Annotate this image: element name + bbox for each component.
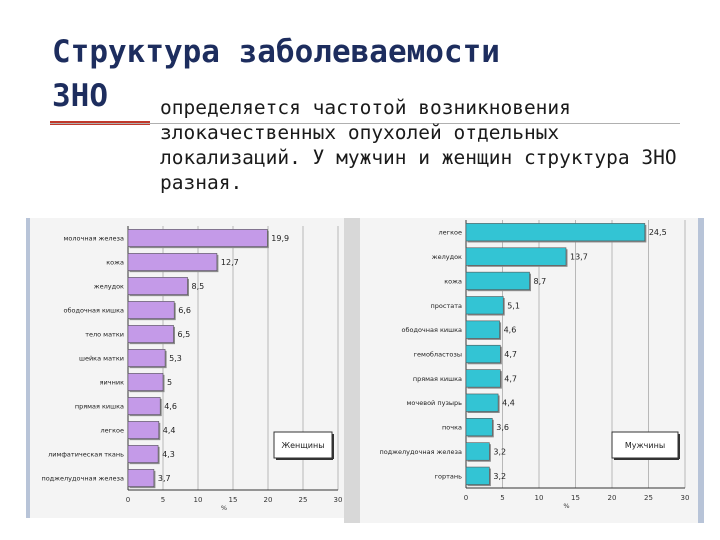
legend-box	[611, 431, 679, 459]
x-tick-label: 15	[229, 496, 238, 504]
data-label: 4,3	[162, 450, 175, 459]
men-chart: 0 5 10 15 20 25 30% легкое 24,5 желудок 13,7 кожа 8,…	[379, 220, 690, 510]
category-label: тело матки	[85, 331, 124, 339]
category-label: гемобластозы	[414, 351, 462, 359]
bar-women	[127, 325, 174, 343]
category-label: мочевой пузырь	[407, 399, 463, 407]
category-label: кожа	[106, 259, 124, 267]
description-text: определяется частотой возникновения злок…	[160, 96, 677, 194]
category-label: молочная железа	[63, 235, 124, 243]
bar-men	[465, 320, 500, 339]
title-divider	[50, 123, 680, 124]
x-axis-title: %	[221, 504, 227, 512]
data-label: 8,7	[534, 277, 547, 286]
data-label: 4,4	[163, 426, 176, 435]
category-label: прямая кишка	[413, 375, 462, 383]
data-label: 6,5	[178, 330, 191, 339]
women-chart-panel: 0 5 10 15 20 25 30% молочная железа 19,9 кожа 12,7…	[26, 218, 348, 518]
category-label: яичник	[100, 379, 124, 387]
right-edge-strip	[698, 218, 704, 523]
category-label: поджелудочная железа	[41, 475, 124, 483]
data-label: 19,9	[271, 234, 289, 243]
legend-label: Мужчины	[625, 441, 665, 450]
data-label: 4,6	[164, 402, 177, 411]
bar-women	[127, 253, 218, 271]
x-tick-label: 15	[571, 494, 580, 502]
x-tick-label: 20	[264, 496, 273, 504]
bar-women	[127, 301, 175, 319]
bar-men	[465, 223, 646, 242]
x-tick-label: 0	[464, 494, 468, 502]
x-tick-label: 25	[299, 496, 308, 504]
category-label: шейка матки	[79, 355, 124, 363]
bar-women	[127, 421, 160, 439]
bar-women	[127, 397, 161, 415]
category-label: ободочная кишка	[402, 326, 463, 334]
bar-men	[465, 247, 567, 266]
data-label: 13,7	[570, 253, 588, 262]
data-label: 4,7	[504, 374, 517, 383]
category-label: поджелудочная железа	[379, 448, 462, 456]
x-tick-label: 25	[644, 494, 653, 502]
data-label: 3,7	[158, 474, 171, 483]
data-label: 5	[167, 378, 172, 387]
category-label: желудок	[432, 253, 462, 261]
x-tick-label: 30	[681, 494, 690, 502]
data-label: 8,5	[192, 282, 205, 291]
data-label: 4,6	[504, 326, 517, 335]
category-label: простата	[431, 302, 462, 310]
data-label: 5,3	[169, 354, 182, 363]
bar-women	[127, 277, 188, 295]
bar-women	[127, 349, 166, 367]
bar-men	[465, 344, 501, 364]
data-label: 3,2	[493, 472, 506, 481]
bar-women	[127, 229, 268, 247]
bar-men	[465, 296, 504, 315]
category-label: желудок	[94, 283, 124, 291]
x-tick-label: 5	[161, 496, 165, 504]
x-tick-label: 0	[126, 496, 130, 504]
data-label: 5,1	[507, 301, 520, 310]
data-label: 6,6	[178, 306, 191, 315]
legend-label: Женщины	[281, 441, 324, 450]
men-chart-panel: 0 5 10 15 20 25 30% легкое 24,5 желудок 13,7 кожа 8,…	[360, 218, 698, 523]
bar-men	[465, 271, 530, 290]
x-axis-title: %	[563, 502, 569, 510]
legend-box	[273, 431, 333, 459]
page-title-line1: Структура заболеваемости	[52, 34, 500, 70]
chart-separator	[344, 218, 360, 523]
category-label: ободочная кишка	[64, 307, 125, 315]
data-label: 3,6	[496, 423, 509, 432]
bar-women	[127, 445, 159, 463]
category-label: кожа	[444, 277, 462, 285]
page-title-line2: ЗНО	[52, 78, 108, 114]
category-label: легкое	[439, 229, 462, 237]
x-tick-label: 20	[608, 494, 617, 502]
x-tick-label: 30	[334, 496, 343, 504]
data-label: 12,7	[221, 258, 239, 267]
bar-men	[465, 466, 490, 485]
data-label: 24,5	[649, 228, 667, 237]
category-label: лимфатическая ткань	[48, 451, 124, 459]
bar-men	[465, 393, 499, 412]
x-tick-label: 5	[500, 494, 504, 502]
bar-men	[465, 369, 501, 388]
data-label: 4,4	[502, 399, 515, 408]
data-label: 4,7	[504, 350, 517, 359]
x-tick-label: 10	[194, 496, 203, 504]
category-label: легкое	[101, 427, 124, 435]
women-chart: 0 5 10 15 20 25 30% молочная железа 19,9 кожа 12,7…	[41, 226, 343, 512]
bar-women	[127, 373, 164, 391]
x-tick-label: 10	[535, 494, 544, 502]
category-label: гортань	[435, 472, 463, 480]
bar-women	[127, 469, 155, 487]
data-label: 3,2	[493, 447, 506, 456]
bar-men	[465, 418, 493, 437]
category-label: почка	[442, 424, 462, 432]
category-label: прямая кишка	[75, 403, 124, 411]
bar-men	[465, 442, 490, 461]
